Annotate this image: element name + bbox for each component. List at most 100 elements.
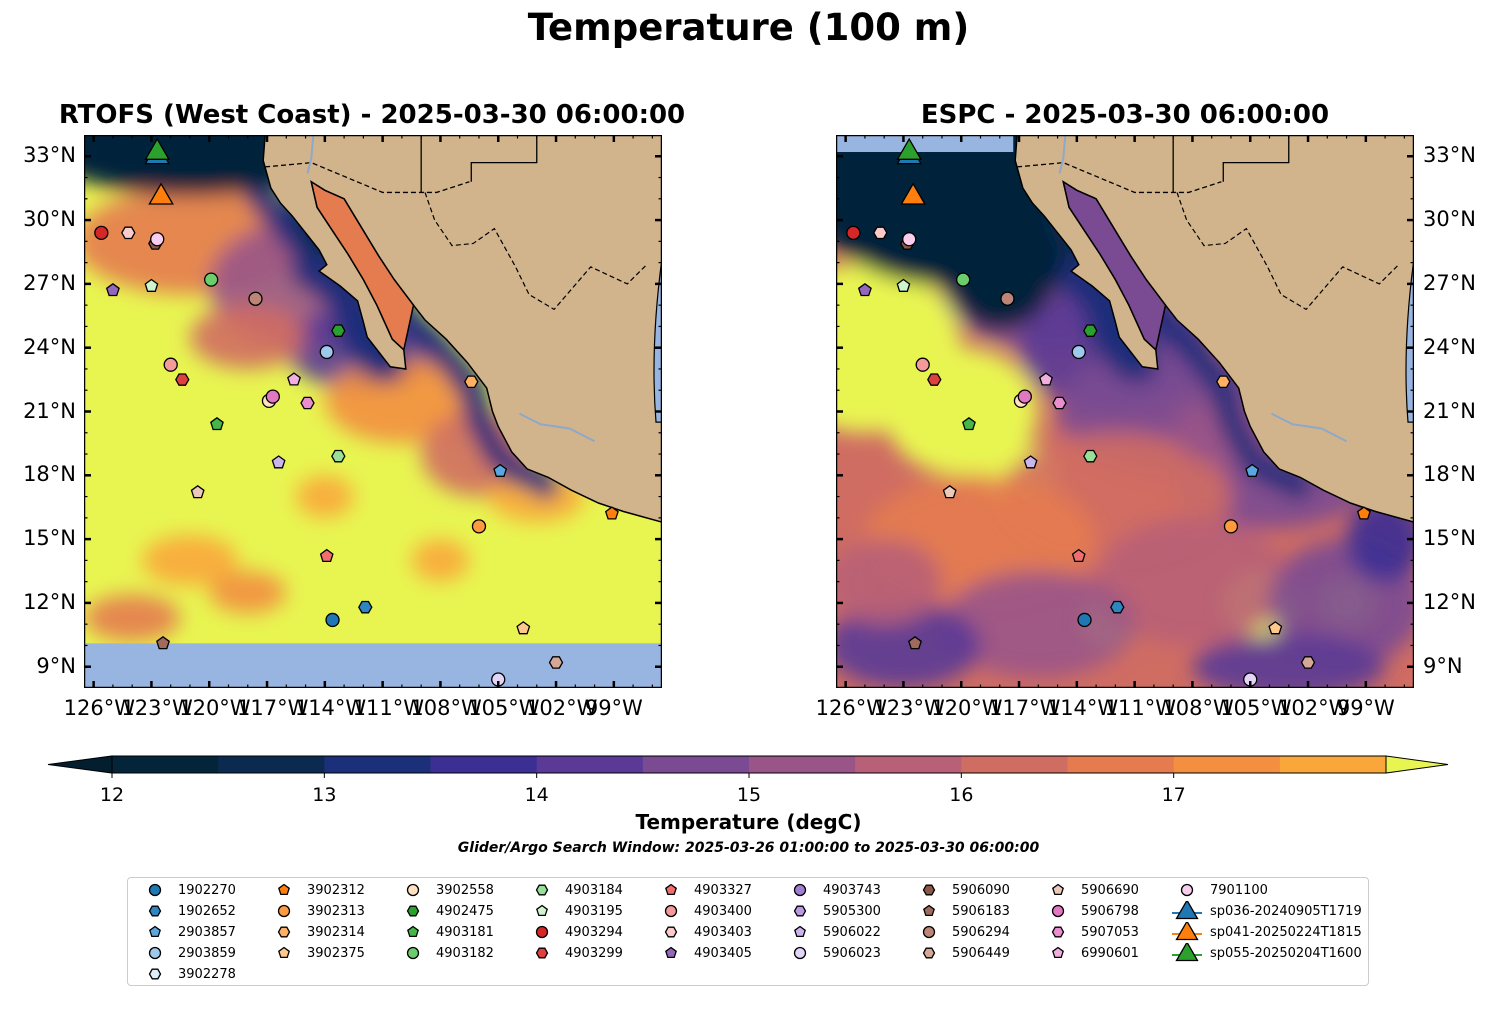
legend-label: 5907053 bbox=[1081, 924, 1139, 940]
pentagon-marker-icon bbox=[1052, 946, 1064, 959]
lon-tick-label: 117°W bbox=[989, 696, 1061, 720]
float-7901100 bbox=[902, 232, 917, 247]
legend-label: 5906798 bbox=[1081, 903, 1139, 919]
legend-label: 1902652 bbox=[178, 903, 236, 919]
circle-marker-icon bbox=[406, 946, 420, 960]
float-3902314 bbox=[464, 375, 479, 389]
legend-label: 5906090 bbox=[952, 882, 1010, 898]
float-4903327 bbox=[319, 548, 334, 563]
colorbar-tick-label: 16 bbox=[949, 784, 974, 806]
colorbar-bin bbox=[324, 756, 431, 773]
float-5906449 bbox=[1300, 656, 1316, 669]
hexagon-marker-icon bbox=[406, 905, 420, 917]
circle-marker-icon bbox=[1051, 904, 1065, 918]
legend-item: 5906023 bbox=[785, 943, 881, 963]
legend-label: 5906294 bbox=[952, 924, 1010, 940]
float-4903184 bbox=[331, 449, 346, 463]
legend-label: 4902475 bbox=[436, 903, 494, 919]
hexagon-marker-icon bbox=[1051, 926, 1065, 938]
legend-label: 4903294 bbox=[565, 924, 623, 940]
legend-item: 3902312 bbox=[269, 880, 365, 900]
legend-label: 4903299 bbox=[565, 945, 623, 961]
lon-tick-label: 105°W bbox=[468, 696, 540, 720]
float-3902312 bbox=[1356, 506, 1371, 520]
legend-item: 4903327 bbox=[656, 880, 752, 900]
float-4903299 bbox=[175, 373, 190, 386]
legend-item: 4903184 bbox=[527, 880, 623, 900]
float-4903327 bbox=[1071, 548, 1086, 563]
pentagon-marker-icon bbox=[407, 925, 419, 938]
legend-label: 4903743 bbox=[823, 882, 881, 898]
float-4903184 bbox=[1083, 449, 1098, 463]
lon-tick-label: 102°W bbox=[526, 696, 598, 720]
legend-label: 4903403 bbox=[694, 924, 752, 940]
float-3902313 bbox=[471, 519, 487, 534]
circle-marker-icon bbox=[535, 925, 549, 939]
legend-item: 4903182 bbox=[398, 943, 494, 963]
float-4903182 bbox=[956, 272, 971, 287]
legend-label: 2903857 bbox=[178, 924, 236, 940]
legend-label: 4903184 bbox=[565, 882, 623, 898]
colorbar-bin bbox=[536, 756, 644, 773]
legend-label: 5906690 bbox=[1081, 882, 1139, 898]
legend-label: 5905300 bbox=[823, 903, 881, 919]
legend-label: 4903181 bbox=[436, 924, 494, 940]
float-1902652 bbox=[358, 600, 373, 614]
float-5906294 bbox=[1000, 291, 1015, 306]
legend-item: 4903403 bbox=[656, 922, 752, 942]
lat-tick-label: 24°N bbox=[1423, 334, 1476, 359]
pentagon-marker-icon bbox=[536, 904, 548, 917]
lon-tick-label: 111°W bbox=[352, 696, 424, 720]
legend-label: 6990601 bbox=[1081, 945, 1139, 961]
colorbar-bin bbox=[855, 756, 962, 773]
float-4902475 bbox=[1083, 324, 1098, 337]
legend-item: 7901100 bbox=[1172, 880, 1268, 900]
float-5906798 bbox=[1017, 389, 1032, 404]
hexagon-marker-icon bbox=[664, 926, 678, 938]
colorbar-tick-label: 14 bbox=[524, 784, 549, 806]
hexagon-marker-icon bbox=[148, 905, 162, 917]
float-4903403 bbox=[873, 226, 888, 240]
legend-item: 4903299 bbox=[527, 943, 623, 963]
lon-tick-label: 126°W bbox=[63, 696, 135, 720]
legend-item: sp036-20240905T1719 bbox=[1172, 901, 1362, 921]
float-3902313 bbox=[1223, 519, 1239, 534]
legend-item: 4903405 bbox=[656, 943, 752, 963]
lat-tick-label: 27°N bbox=[23, 270, 76, 295]
lon-tick-label: 108°W bbox=[410, 696, 482, 720]
legend-label: 2903859 bbox=[178, 945, 236, 961]
legend-label: 5906023 bbox=[823, 945, 881, 961]
lon-tick-label: 105°W bbox=[1220, 696, 1292, 720]
lat-tick-label: 30°N bbox=[23, 207, 76, 232]
float-3902312 bbox=[604, 506, 619, 520]
sp036-triangle-icon bbox=[1175, 901, 1199, 920]
legend-label: 4903327 bbox=[694, 882, 752, 898]
figure-title: Temperature (100 m) bbox=[527, 6, 970, 49]
colorbar-over-arrow bbox=[1385, 755, 1449, 774]
circle-marker-icon bbox=[793, 946, 807, 960]
legend-label: 3902278 bbox=[178, 966, 236, 982]
lon-tick-label: 117°W bbox=[237, 696, 309, 720]
pentagon-marker-icon bbox=[278, 946, 290, 959]
float-5906690 bbox=[190, 484, 205, 499]
legend-item: 5906294 bbox=[914, 922, 1010, 942]
hexagon-marker-icon bbox=[535, 947, 549, 959]
float-4903405 bbox=[857, 282, 872, 297]
legend-item: 2903857 bbox=[140, 922, 236, 942]
float-7901100 bbox=[150, 232, 165, 247]
float-5906449 bbox=[548, 656, 564, 669]
lat-tick-label: 33°N bbox=[1423, 143, 1476, 168]
legend-item: 5907053 bbox=[1043, 922, 1139, 942]
lon-tick-label: 123°W bbox=[873, 696, 945, 720]
legend-label: 4903400 bbox=[694, 903, 752, 919]
colorbar-tick-label: 17 bbox=[1161, 784, 1186, 806]
float-5906690 bbox=[942, 484, 957, 499]
pentagon-marker-icon bbox=[278, 883, 290, 896]
glider-sp041-20250224T1815 bbox=[148, 182, 174, 205]
lon-tick-label: 114°W bbox=[294, 696, 367, 720]
legend-label: 5906183 bbox=[952, 903, 1010, 919]
hexagon-marker-icon bbox=[922, 947, 936, 959]
glider-sp041-20250224T1815 bbox=[900, 182, 926, 205]
float-4903182 bbox=[204, 272, 219, 287]
legend-item: 5906798 bbox=[1043, 901, 1139, 921]
